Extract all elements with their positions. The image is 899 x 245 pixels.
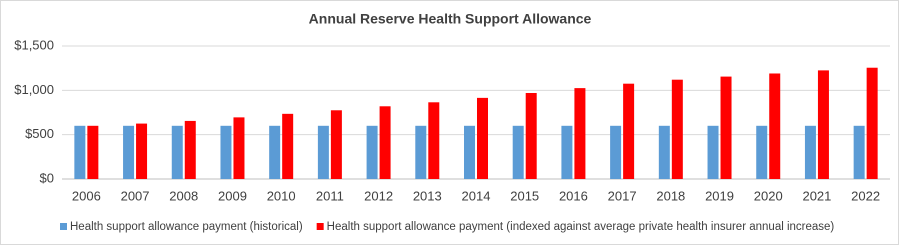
x-tick-label: 2022 (851, 188, 880, 203)
bar (330, 110, 342, 179)
bar (184, 120, 196, 179)
x-tick-label: 2012 (364, 188, 393, 203)
bar (769, 73, 781, 179)
bar (269, 125, 281, 179)
x-tick-label: 2019 (705, 188, 734, 203)
bar (866, 67, 878, 179)
bar (804, 125, 816, 179)
bar (720, 76, 732, 179)
bar (610, 125, 622, 179)
bar (671, 79, 683, 179)
bar (853, 125, 865, 179)
y-tick-label: $1,500 (14, 37, 54, 52)
bar (623, 83, 635, 179)
chart-title: Annual Reserve Health Support Allowance (309, 11, 592, 27)
x-tick-label: 2014 (462, 188, 491, 203)
bar (317, 125, 329, 179)
bar (87, 125, 99, 179)
x-tick-label: 2021 (802, 188, 831, 203)
y-tick-label: $1,000 (14, 82, 54, 97)
bar (74, 125, 86, 179)
bar (756, 125, 768, 179)
bar (233, 117, 245, 179)
legend-swatch (60, 223, 67, 230)
bar (574, 88, 586, 179)
legend-label: Health support allowance payment (indexe… (327, 221, 835, 233)
y-tick-label: $0 (40, 170, 54, 185)
x-tick-label: 2009 (218, 188, 247, 203)
x-tick-label: 2007 (121, 188, 150, 203)
x-tick-label: 2020 (754, 188, 783, 203)
bar (477, 97, 488, 179)
y-tick-label: $500 (25, 126, 54, 141)
bar (525, 92, 537, 179)
legend-label: Health support allowance payment (histor… (70, 221, 303, 233)
bar (512, 125, 524, 179)
x-tick-label: 2010 (267, 188, 296, 203)
bar (379, 106, 391, 179)
bar (707, 125, 719, 179)
bar (282, 113, 294, 179)
bar (366, 125, 378, 179)
x-tick-label: 2008 (169, 188, 198, 203)
bar (220, 125, 232, 179)
x-tick-label: 2018 (656, 188, 685, 203)
bar (464, 125, 475, 179)
bar (817, 70, 829, 179)
bar (123, 125, 135, 179)
legend-swatch (316, 223, 324, 230)
bar (136, 123, 148, 179)
x-tick-label: 2017 (608, 188, 637, 203)
bar (171, 125, 183, 179)
x-tick-label: 2015 (510, 188, 539, 203)
x-tick-label: 2011 (316, 188, 344, 203)
x-tick-label: 2006 (72, 188, 101, 203)
bar (428, 102, 440, 179)
bar (561, 125, 573, 179)
x-tick-label: 2016 (559, 188, 588, 203)
bar (658, 125, 670, 179)
bar (415, 125, 427, 179)
x-tick-label: 2013 (413, 188, 442, 203)
